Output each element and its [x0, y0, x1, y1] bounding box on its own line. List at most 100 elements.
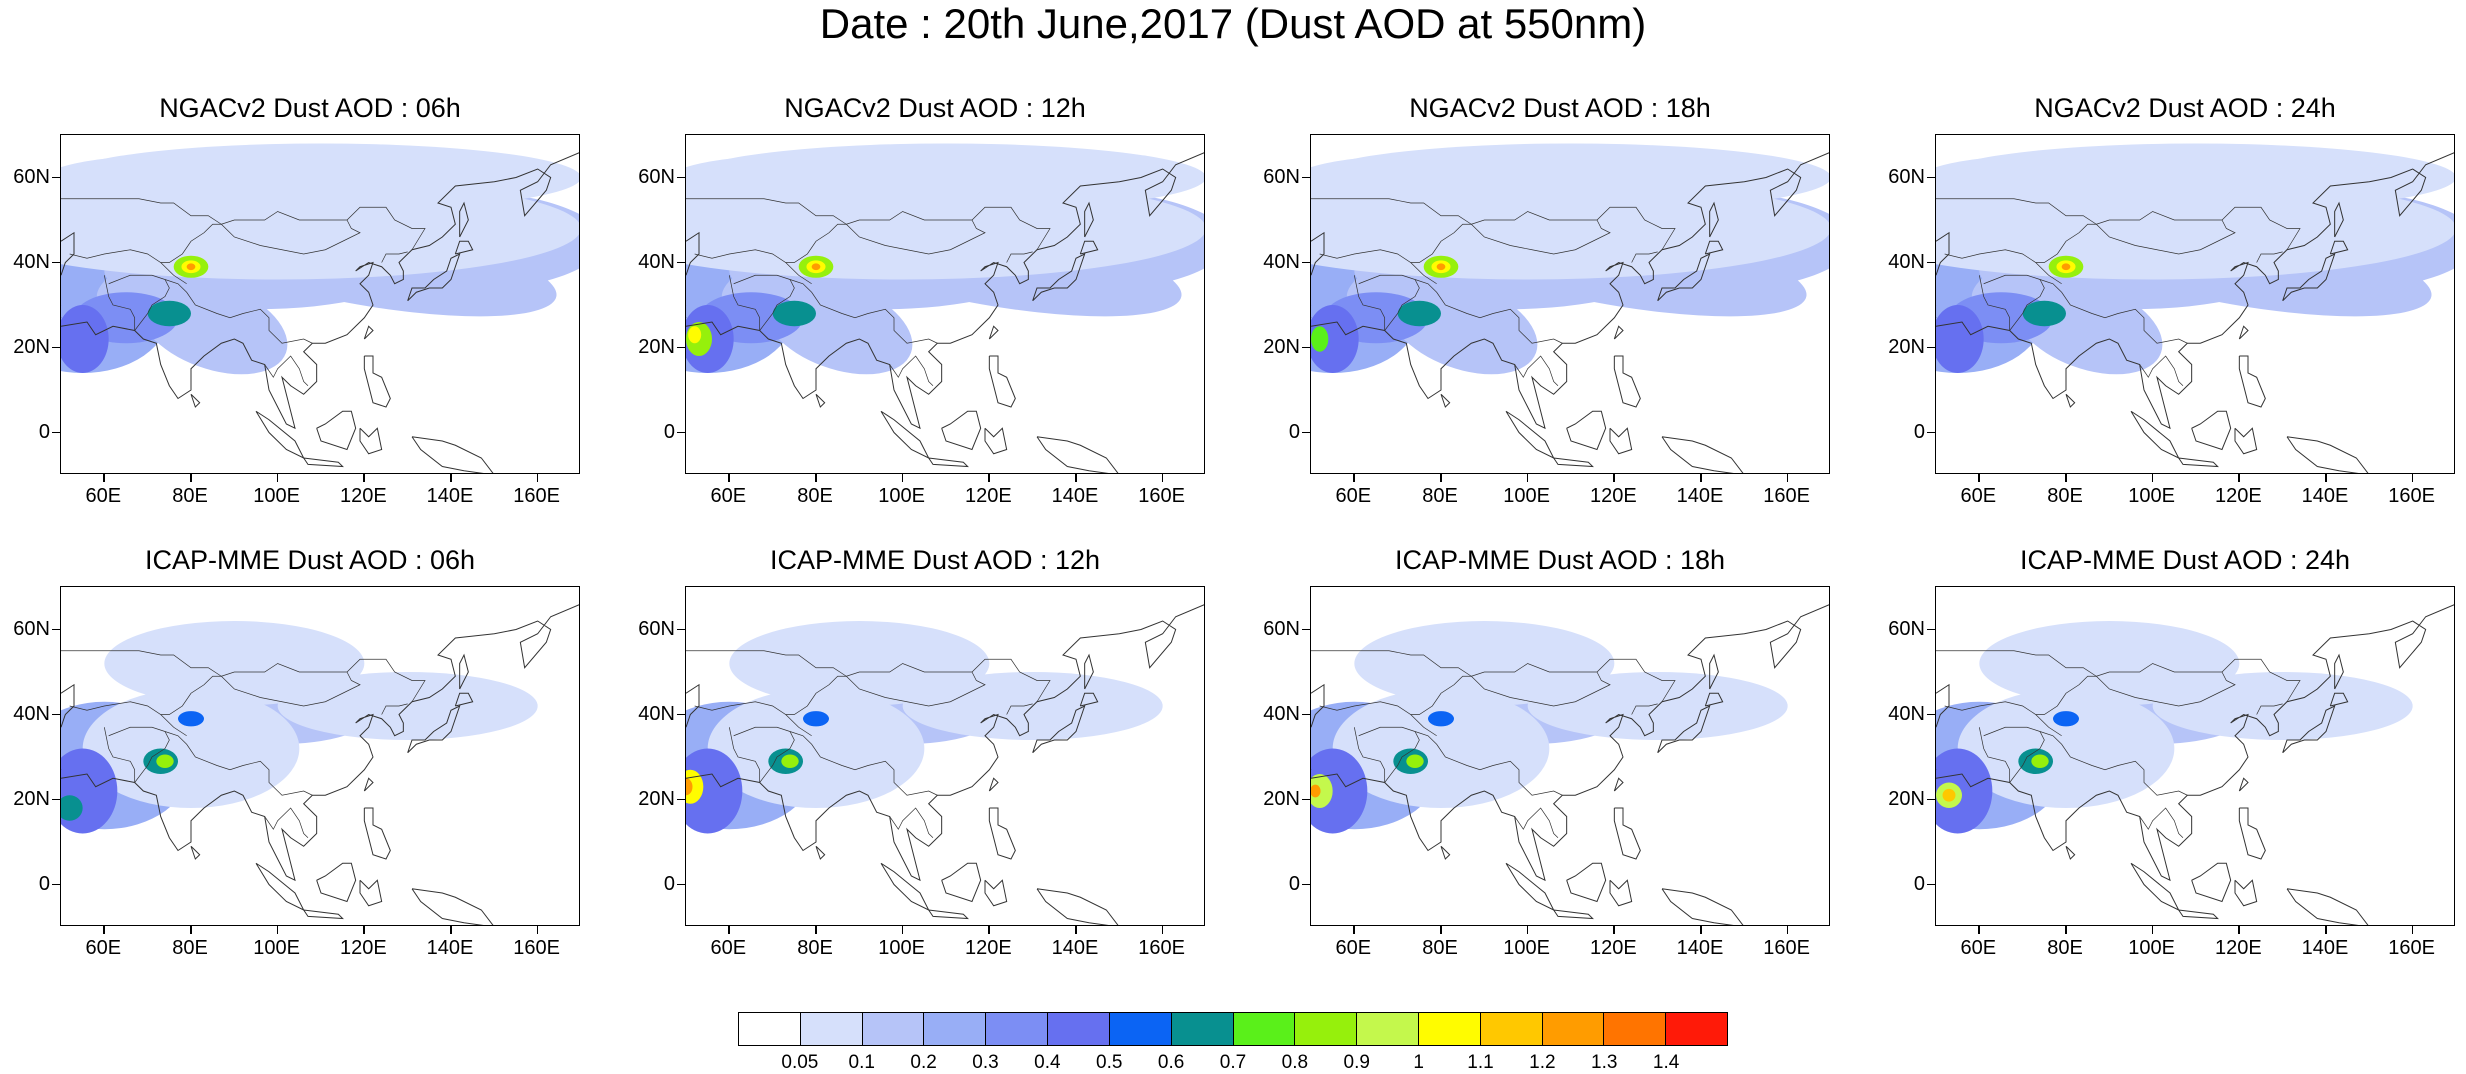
- x-tick-label: 80E: [1422, 937, 1458, 959]
- coastline: [686, 604, 1204, 882]
- map-panel: ICAP-MME Dust AOD : 06h 60N 40N 20N 0 60E 80E 1…: [0, 544, 620, 1004]
- coastline: [2334, 653, 2344, 690]
- country-border: [108, 274, 313, 344]
- aod-contour: [1332, 689, 1550, 808]
- aod-contour: [688, 326, 702, 344]
- x-tick-mark: [1978, 474, 1980, 482]
- country-border: [733, 274, 938, 344]
- coastline: [988, 807, 1016, 860]
- coastline: [2238, 325, 2249, 340]
- colorbar-swatch: [1666, 1013, 1727, 1045]
- colorbar-swatch: [1357, 1013, 1419, 1045]
- map-panel: ICAP-MME Dust AOD : 24h 60N 40N 20N 0 60E 80E 1…: [1875, 544, 2466, 1004]
- x-tick-mark: [1440, 474, 1442, 482]
- coastline: [988, 325, 999, 340]
- country-border: [160, 714, 187, 737]
- x-tick-label: 100E: [878, 485, 926, 507]
- y-tick-mark: [677, 628, 685, 630]
- colorbar-label: 0.3: [972, 1052, 999, 1073]
- coastline: [2329, 240, 2349, 255]
- aod-map: [1311, 604, 1829, 925]
- country-border: [733, 726, 938, 796]
- aod-contour: [1436, 263, 1446, 271]
- y-tick-mark: [677, 431, 685, 433]
- x-tick-mark: [1786, 474, 1789, 482]
- coastline: [1553, 909, 1594, 920]
- x-tick-label: 160E: [513, 485, 561, 507]
- country-border: [2139, 807, 2184, 838]
- coastline: [1936, 152, 2454, 430]
- country-border: [694, 206, 1051, 263]
- x-tick-label: 120E: [339, 485, 387, 507]
- y-tick-mark: [1302, 798, 1310, 800]
- coastline: [686, 683, 700, 728]
- y-tick-mark: [1927, 176, 1935, 178]
- country-border: [1384, 731, 1420, 783]
- y-tick-mark: [1302, 628, 1310, 630]
- coastline: [454, 692, 474, 707]
- x-tick-mark: [728, 474, 730, 482]
- aod-contour: [61, 156, 278, 242]
- y-tick-label: 60N: [638, 617, 675, 640]
- aod-contour: [811, 263, 821, 271]
- country-border: [61, 650, 222, 677]
- y-tick-label: 20N: [13, 335, 50, 358]
- aod-contour: [1428, 711, 1454, 727]
- country-border: [103, 275, 136, 331]
- country-border: [1384, 279, 1420, 331]
- coastline: [1704, 692, 1724, 707]
- x-tick-mark: [1440, 926, 1442, 934]
- x-tick-label: 120E: [964, 937, 1012, 959]
- map-panel: ICAP-MME Dust AOD : 12h 60N 40N 20N 0 60E 80E 1…: [625, 544, 1245, 1004]
- coastline: [1036, 436, 1119, 473]
- map-frame: [1935, 586, 2455, 926]
- x-tick-mark: [901, 926, 904, 934]
- x-tick-mark: [815, 474, 817, 482]
- coastline: [1084, 653, 1094, 690]
- x-tick-mark: [1526, 474, 1529, 482]
- aod-contour: [1979, 621, 2240, 706]
- y-tick-mark: [677, 261, 685, 263]
- x-tick-label: 160E: [2388, 485, 2436, 507]
- x-tick-label: 140E: [1051, 485, 1099, 507]
- aod-contour: [1936, 748, 1993, 834]
- x-tick-mark: [2411, 474, 2414, 482]
- figure-title: Date : 20th June,2017 (Dust AOD at 550nm…: [819, 0, 1647, 47]
- aod-contour: [1311, 748, 1368, 834]
- coastline: [2130, 862, 2180, 912]
- country-border: [1514, 807, 1559, 838]
- coastline: [316, 410, 357, 451]
- coastline: [363, 777, 374, 792]
- coastline: [2130, 410, 2180, 460]
- x-tick-label: 60E: [710, 937, 747, 959]
- coastline: [1709, 201, 1719, 238]
- coastline: [1613, 325, 1624, 340]
- x-tick-label: 140E: [2301, 485, 2349, 507]
- coastline: [880, 410, 930, 460]
- coastline: [363, 325, 374, 340]
- y-tick-mark: [52, 628, 60, 630]
- y-tick-label: 0: [663, 872, 675, 895]
- aod-contour: [1311, 326, 1329, 352]
- colorbar-swatch: [924, 1013, 987, 1045]
- x-tick-mark: [363, 474, 365, 482]
- aod-contour: [61, 305, 109, 373]
- coastline: [411, 888, 494, 925]
- y-tick-mark: [1302, 431, 1310, 433]
- country-border: [1006, 703, 1033, 715]
- x-tick-mark: [450, 474, 452, 482]
- country-border: [1311, 198, 1472, 225]
- country-border: [785, 262, 812, 285]
- country-border: [694, 658, 1051, 715]
- aod-contour: [686, 156, 903, 242]
- coastline: [2238, 807, 2266, 860]
- country-border: [69, 206, 426, 263]
- coastline: [2238, 355, 2266, 408]
- coastline: [407, 705, 461, 754]
- aod-contour: [2053, 711, 2079, 727]
- coastline: [1311, 604, 1829, 882]
- country-border: [1311, 650, 1472, 677]
- coastline: [2234, 427, 2258, 455]
- y-tick-label: 0: [663, 420, 675, 443]
- x-tick-mark: [103, 474, 105, 482]
